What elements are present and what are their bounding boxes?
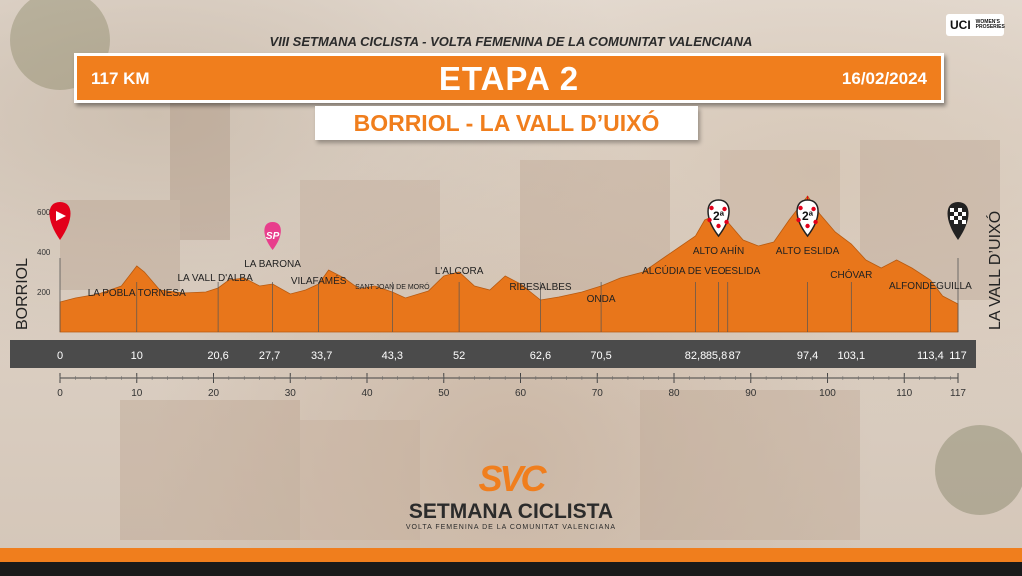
- place-label: ALFONDEGUILLA: [889, 281, 972, 292]
- finish-checker-square: [958, 216, 962, 220]
- polka-dot: [716, 223, 721, 229]
- bottom-accent-bar: [0, 548, 1022, 562]
- x-tick-label: 110: [896, 388, 912, 399]
- finish-label: LA VALL D’UIXÓ: [985, 211, 1004, 330]
- finish-checker-square: [950, 208, 954, 212]
- event-title: VIII SETMANA CICLISTA - VOLTA FEMENINA D…: [269, 34, 753, 49]
- start-marker-icon: [49, 202, 71, 240]
- place-label: CHÓVAR: [830, 268, 872, 281]
- x-tick-label: 20: [208, 388, 220, 399]
- polka-dot: [805, 223, 810, 229]
- x-tick-label: 60: [515, 388, 527, 399]
- polka-dot: [722, 206, 727, 212]
- km-marker-label: 62,6: [530, 350, 551, 362]
- x-tick-label: 50: [438, 388, 450, 399]
- place-label: ALTO ESLIDA: [776, 246, 840, 257]
- place-label: L'ALCORA: [435, 266, 484, 277]
- km-marker-label: 0: [57, 350, 63, 362]
- place-label: ONDA: [587, 294, 616, 305]
- km-marker-label: 82,8: [685, 350, 706, 362]
- km-marker-label: 10: [131, 350, 143, 362]
- climb-category-label: 2ª: [713, 209, 725, 223]
- place-label: ESLIDA: [725, 266, 761, 277]
- svc-logo-mark: SVC: [478, 458, 546, 499]
- uci-logo: UCI WOMEN'S PROSERIES: [946, 14, 1005, 36]
- km-marker-label: 113,4: [917, 350, 944, 362]
- x-tick-label: 90: [745, 388, 757, 399]
- finish-checker-square: [958, 208, 962, 212]
- km-marker-label: 117: [949, 350, 967, 362]
- y-tick-label: 600: [37, 208, 51, 217]
- stage-route: BORRIOL - LA VALL D’UIXÓ: [315, 106, 698, 140]
- sprint-marker-icon: [264, 222, 281, 250]
- polka-dot: [709, 205, 714, 211]
- km-marker-label: 43,3: [382, 350, 403, 362]
- km-marker-label: 87: [729, 350, 741, 362]
- x-tick-label: 10: [131, 388, 143, 399]
- place-label: RIBESALBES: [509, 282, 572, 293]
- y-tick-label: 400: [37, 248, 51, 257]
- uci-text: UCI: [950, 18, 971, 32]
- km-marker-label: 85,8: [706, 350, 727, 362]
- polka-dot: [813, 219, 818, 225]
- polka-dot: [724, 219, 729, 225]
- stage-banner: 117 KM ETAPA 2 16/02/2024: [74, 53, 944, 103]
- km-marker-bar: [10, 340, 976, 368]
- place-label: SANT JOAN DE MORÓ: [355, 282, 430, 291]
- place-label: VILAFAMÉS: [291, 274, 347, 287]
- polka-dot: [798, 205, 803, 211]
- polka-dot: [811, 206, 816, 212]
- uci-proseries-text: WOMEN'S PROSERIES: [975, 19, 1005, 30]
- x-tick-label: 70: [592, 388, 604, 399]
- km-marker-label: 103,1: [838, 350, 866, 362]
- km-marker-label: 97,4: [797, 350, 818, 362]
- logo-subtitle: VOLTA FEMENINA DE LA COMUNITAT VALENCIAN…: [405, 524, 617, 531]
- y-tick-label: 200: [37, 288, 51, 297]
- place-label: LA POBLA TORNESA: [88, 288, 186, 299]
- km-marker-label: 27,7: [259, 350, 280, 362]
- km-marker-label: 70,5: [590, 350, 611, 362]
- x-tick-label: 40: [361, 388, 373, 399]
- finish-checker-square: [954, 212, 958, 216]
- sprint-label: SP: [266, 231, 280, 242]
- organizer-logo: SVC SETMANA CICLISTA VOLTA FEMENINA DE L…: [0, 458, 1022, 531]
- finish-checker-square: [954, 220, 958, 224]
- x-tick-label: 0: [57, 388, 63, 399]
- polka-dot: [707, 217, 712, 223]
- bottom-dark-bar: [0, 562, 1022, 576]
- place-label: ALCÚDIA DE VEO: [642, 264, 726, 277]
- x-tick-label: 100: [819, 388, 836, 399]
- x-tick-label: 80: [668, 388, 680, 399]
- stage-title: ETAPA 2: [438, 60, 580, 97]
- place-label: LA VALL D'ALBA: [177, 273, 253, 284]
- start-label: BORRIOL: [14, 258, 31, 330]
- polka-dot: [796, 217, 801, 223]
- km-marker-label: 20,6: [207, 350, 228, 362]
- finish-checker-square: [962, 212, 966, 216]
- start-play-icon: [56, 211, 66, 221]
- stage-date: 16/02/2024: [841, 69, 927, 88]
- finish-checker-square: [962, 220, 966, 224]
- finish-checker-square: [950, 216, 954, 220]
- logo-name: SETMANA CICLISTA: [408, 500, 614, 523]
- elevation-profile-area: [59, 195, 959, 333]
- x-tick-label: 30: [285, 388, 297, 399]
- km-marker-label: 33,7: [311, 350, 332, 362]
- x-tick-label: 117: [950, 388, 966, 399]
- km-marker-label: 52: [453, 350, 465, 362]
- stage-distance: 117 KM: [91, 69, 150, 88]
- place-label: ALTO AHÍN: [693, 244, 744, 257]
- place-label: LA BARONA: [244, 259, 301, 270]
- climb-category-label: 2ª: [802, 209, 814, 223]
